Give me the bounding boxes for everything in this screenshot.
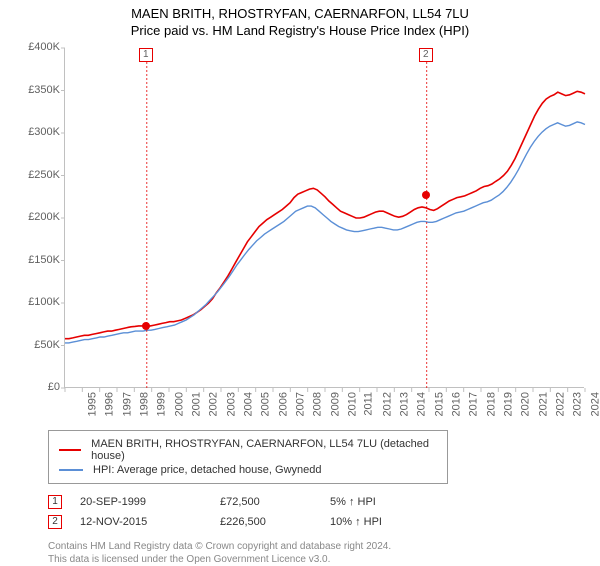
x-tick-label: 2018 xyxy=(485,392,497,416)
transaction-pct: 10% ↑ HPI xyxy=(330,516,440,528)
legend: MAEN BRITH, RHOSTRYFAN, CAERNARFON, LL54… xyxy=(48,430,448,484)
transaction-price: £72,500 xyxy=(220,496,330,508)
x-tick-label: 2012 xyxy=(381,392,393,416)
x-tick-label: 2013 xyxy=(398,392,410,416)
series-hpi xyxy=(65,122,585,343)
transaction-pct: 5% ↑ HPI xyxy=(330,496,440,508)
x-tick-label: 2020 xyxy=(520,392,532,416)
y-tick-label: £100K xyxy=(20,296,60,308)
x-tick-label: 2000 xyxy=(173,392,185,416)
y-tick-label: £350K xyxy=(20,84,60,96)
x-tick-label: 2022 xyxy=(554,392,566,416)
x-tick-label: 1999 xyxy=(156,392,168,416)
x-tick-label: 2003 xyxy=(225,392,237,416)
chart-container: MAEN BRITH, RHOSTRYFAN, CAERNARFON, LL54… xyxy=(0,0,600,560)
legend-label: MAEN BRITH, RHOSTRYFAN, CAERNARFON, LL54… xyxy=(91,438,437,462)
plot-area xyxy=(64,48,584,388)
x-tick-label: 2017 xyxy=(468,392,480,416)
x-tick-label: 2015 xyxy=(433,392,445,416)
x-tick-label: 1996 xyxy=(104,392,116,416)
series-property xyxy=(65,91,585,338)
y-tick-label: £200K xyxy=(20,211,60,223)
transaction-date: 20-SEP-1999 xyxy=(80,496,220,508)
x-tick-label: 1997 xyxy=(121,392,133,416)
x-tick-label: 2021 xyxy=(537,392,549,416)
transaction-row: 1 20-SEP-1999£72,5005% ↑ HPI xyxy=(48,492,600,512)
legend-label: HPI: Average price, detached house, Gwyn… xyxy=(93,464,322,476)
chart-area: £0 £50K £100K £150K £200K £250K £300K £350K £400… xyxy=(20,42,590,422)
x-tick-label: 2023 xyxy=(572,392,584,416)
x-tick-label: 2002 xyxy=(208,392,220,416)
transaction-date: 12-NOV-2015 xyxy=(80,516,220,528)
x-tick-label: 2016 xyxy=(450,392,462,416)
chart-title-line2: Price paid vs. HM Land Registry's House … xyxy=(0,21,600,42)
transaction-row: 2 12-NOV-2015£226,50010% ↑ HPI xyxy=(48,512,600,532)
x-tick-label: 2009 xyxy=(329,392,341,416)
x-tick-label: 2006 xyxy=(277,392,289,416)
x-tick-label: 2001 xyxy=(190,392,202,416)
legend-swatch xyxy=(59,449,81,451)
x-tick-label: 1995 xyxy=(86,392,98,416)
y-tick-label: £150K xyxy=(20,254,60,266)
x-tick-label: 2005 xyxy=(260,392,272,416)
y-tick-label: £250K xyxy=(20,169,60,181)
y-tick-label: £300K xyxy=(20,126,60,138)
marker-label: 2 xyxy=(419,48,433,62)
transaction-table: 1 20-SEP-1999£72,5005% ↑ HPI 2 12-NOV-2015£… xyxy=(48,492,600,532)
x-tick-label: 2014 xyxy=(416,392,428,416)
copyright-line1: Contains HM Land Registry data © Crown c… xyxy=(48,540,600,553)
x-tick-label: 2011 xyxy=(363,392,375,416)
y-tick-label: £0 xyxy=(20,381,60,393)
marker-label: 1 xyxy=(139,48,153,62)
x-tick-label: 2019 xyxy=(502,392,514,416)
legend-swatch xyxy=(59,469,83,471)
x-tick-label: 2008 xyxy=(312,392,324,416)
chart-title-line1: MAEN BRITH, RHOSTRYFAN, CAERNARFON, LL54… xyxy=(0,0,600,21)
y-tick-label: £50K xyxy=(20,339,60,351)
x-tick-label: 2004 xyxy=(242,392,254,416)
transaction-marker: 1 xyxy=(48,495,62,509)
x-tick-label: 2024 xyxy=(589,392,600,416)
legend-item: HPI: Average price, detached house, Gwyn… xyxy=(59,463,437,477)
y-tick-label: £400K xyxy=(20,41,60,53)
transaction-marker: 2 xyxy=(48,515,62,529)
x-tick-label: 2010 xyxy=(346,392,358,416)
x-tick-label: 2007 xyxy=(294,392,306,416)
legend-item: MAEN BRITH, RHOSTRYFAN, CAERNARFON, LL54… xyxy=(59,437,437,463)
x-tick-label: 1998 xyxy=(138,392,150,416)
transaction-price: £226,500 xyxy=(220,516,330,528)
copyright: Contains HM Land Registry data © Crown c… xyxy=(48,540,600,566)
